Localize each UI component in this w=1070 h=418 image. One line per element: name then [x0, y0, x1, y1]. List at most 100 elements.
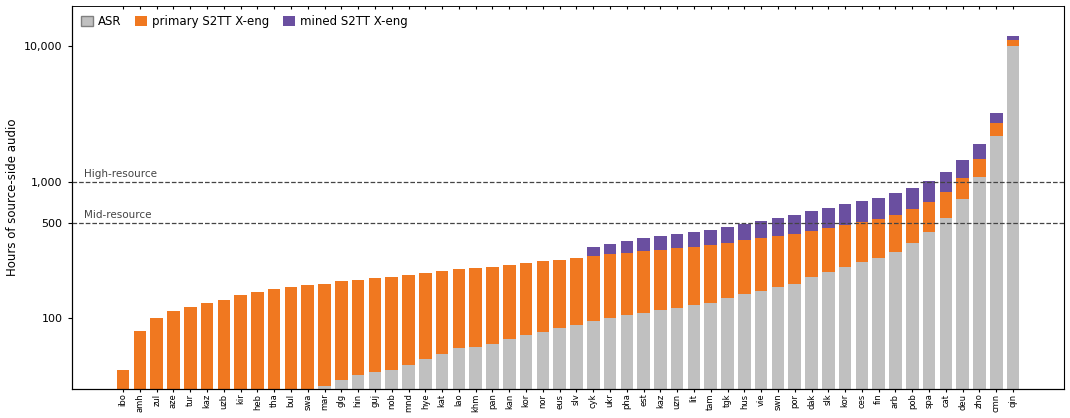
- Text: Mid-resource: Mid-resource: [83, 210, 151, 220]
- Bar: [922, 232, 935, 418]
- Bar: [151, 319, 163, 418]
- Bar: [822, 272, 835, 418]
- Bar: [385, 277, 398, 370]
- Bar: [939, 218, 952, 418]
- Bar: [704, 230, 717, 245]
- Bar: [822, 228, 835, 272]
- Bar: [721, 227, 734, 243]
- Bar: [268, 290, 280, 400]
- Bar: [251, 293, 263, 408]
- Y-axis label: Hours of source-side audio: Hours of source-side audio: [5, 119, 18, 276]
- Bar: [520, 335, 533, 418]
- Bar: [654, 310, 667, 418]
- Bar: [704, 245, 717, 303]
- Bar: [486, 267, 499, 344]
- Bar: [822, 208, 835, 228]
- Bar: [939, 192, 952, 218]
- Bar: [167, 311, 180, 418]
- Text: High-resource: High-resource: [83, 169, 156, 179]
- Bar: [688, 305, 700, 418]
- Bar: [302, 285, 315, 390]
- Legend: ASR, primary S2TT X-eng, mined S2TT X-eng: ASR, primary S2TT X-eng, mined S2TT X-en…: [77, 11, 411, 31]
- Bar: [117, 370, 129, 418]
- Bar: [806, 211, 817, 231]
- Bar: [369, 278, 381, 372]
- Bar: [789, 284, 801, 418]
- Bar: [201, 303, 213, 418]
- Bar: [738, 294, 751, 418]
- Bar: [990, 123, 1003, 136]
- Bar: [520, 263, 533, 335]
- Bar: [621, 316, 633, 418]
- Bar: [268, 400, 280, 418]
- Bar: [402, 275, 415, 365]
- Bar: [738, 224, 751, 240]
- Bar: [638, 313, 649, 418]
- Bar: [603, 244, 616, 255]
- Bar: [990, 113, 1003, 123]
- Bar: [621, 241, 633, 253]
- Bar: [872, 219, 885, 257]
- Bar: [906, 209, 918, 243]
- Bar: [285, 393, 297, 418]
- Bar: [352, 375, 365, 418]
- Bar: [603, 319, 616, 418]
- Bar: [285, 287, 297, 393]
- Bar: [234, 295, 247, 413]
- Bar: [856, 262, 868, 418]
- Bar: [872, 257, 885, 418]
- Bar: [453, 269, 465, 349]
- Bar: [435, 271, 448, 354]
- Bar: [721, 243, 734, 298]
- Bar: [688, 247, 700, 305]
- Bar: [217, 300, 230, 418]
- Bar: [704, 303, 717, 418]
- Bar: [553, 328, 566, 418]
- Bar: [754, 291, 767, 418]
- Bar: [419, 273, 431, 359]
- Bar: [789, 215, 801, 234]
- Bar: [973, 177, 985, 418]
- Bar: [470, 268, 482, 347]
- Bar: [603, 255, 616, 319]
- Bar: [402, 365, 415, 418]
- Bar: [721, 298, 734, 418]
- Bar: [839, 224, 852, 267]
- Bar: [587, 321, 599, 418]
- Bar: [302, 390, 315, 418]
- Bar: [570, 258, 583, 324]
- Bar: [889, 215, 902, 252]
- Bar: [318, 385, 331, 418]
- Bar: [856, 201, 868, 222]
- Bar: [352, 280, 365, 375]
- Bar: [789, 234, 801, 284]
- Bar: [990, 136, 1003, 418]
- Bar: [654, 236, 667, 250]
- Bar: [570, 324, 583, 418]
- Bar: [771, 236, 784, 287]
- Bar: [587, 256, 599, 321]
- Bar: [922, 202, 935, 232]
- Bar: [957, 178, 969, 199]
- Bar: [318, 284, 331, 385]
- Bar: [251, 408, 263, 418]
- Bar: [638, 251, 649, 313]
- Bar: [503, 339, 516, 418]
- Bar: [621, 253, 633, 316]
- Bar: [839, 267, 852, 418]
- Bar: [385, 370, 398, 418]
- Bar: [922, 181, 935, 202]
- Bar: [889, 193, 902, 215]
- Bar: [654, 250, 667, 310]
- Bar: [754, 238, 767, 291]
- Bar: [889, 252, 902, 418]
- Bar: [486, 344, 499, 418]
- Bar: [1007, 40, 1020, 46]
- Bar: [536, 261, 549, 331]
- Bar: [587, 247, 599, 256]
- Bar: [419, 359, 431, 418]
- Bar: [134, 331, 147, 418]
- Bar: [872, 198, 885, 219]
- Bar: [453, 349, 465, 418]
- Bar: [335, 380, 348, 418]
